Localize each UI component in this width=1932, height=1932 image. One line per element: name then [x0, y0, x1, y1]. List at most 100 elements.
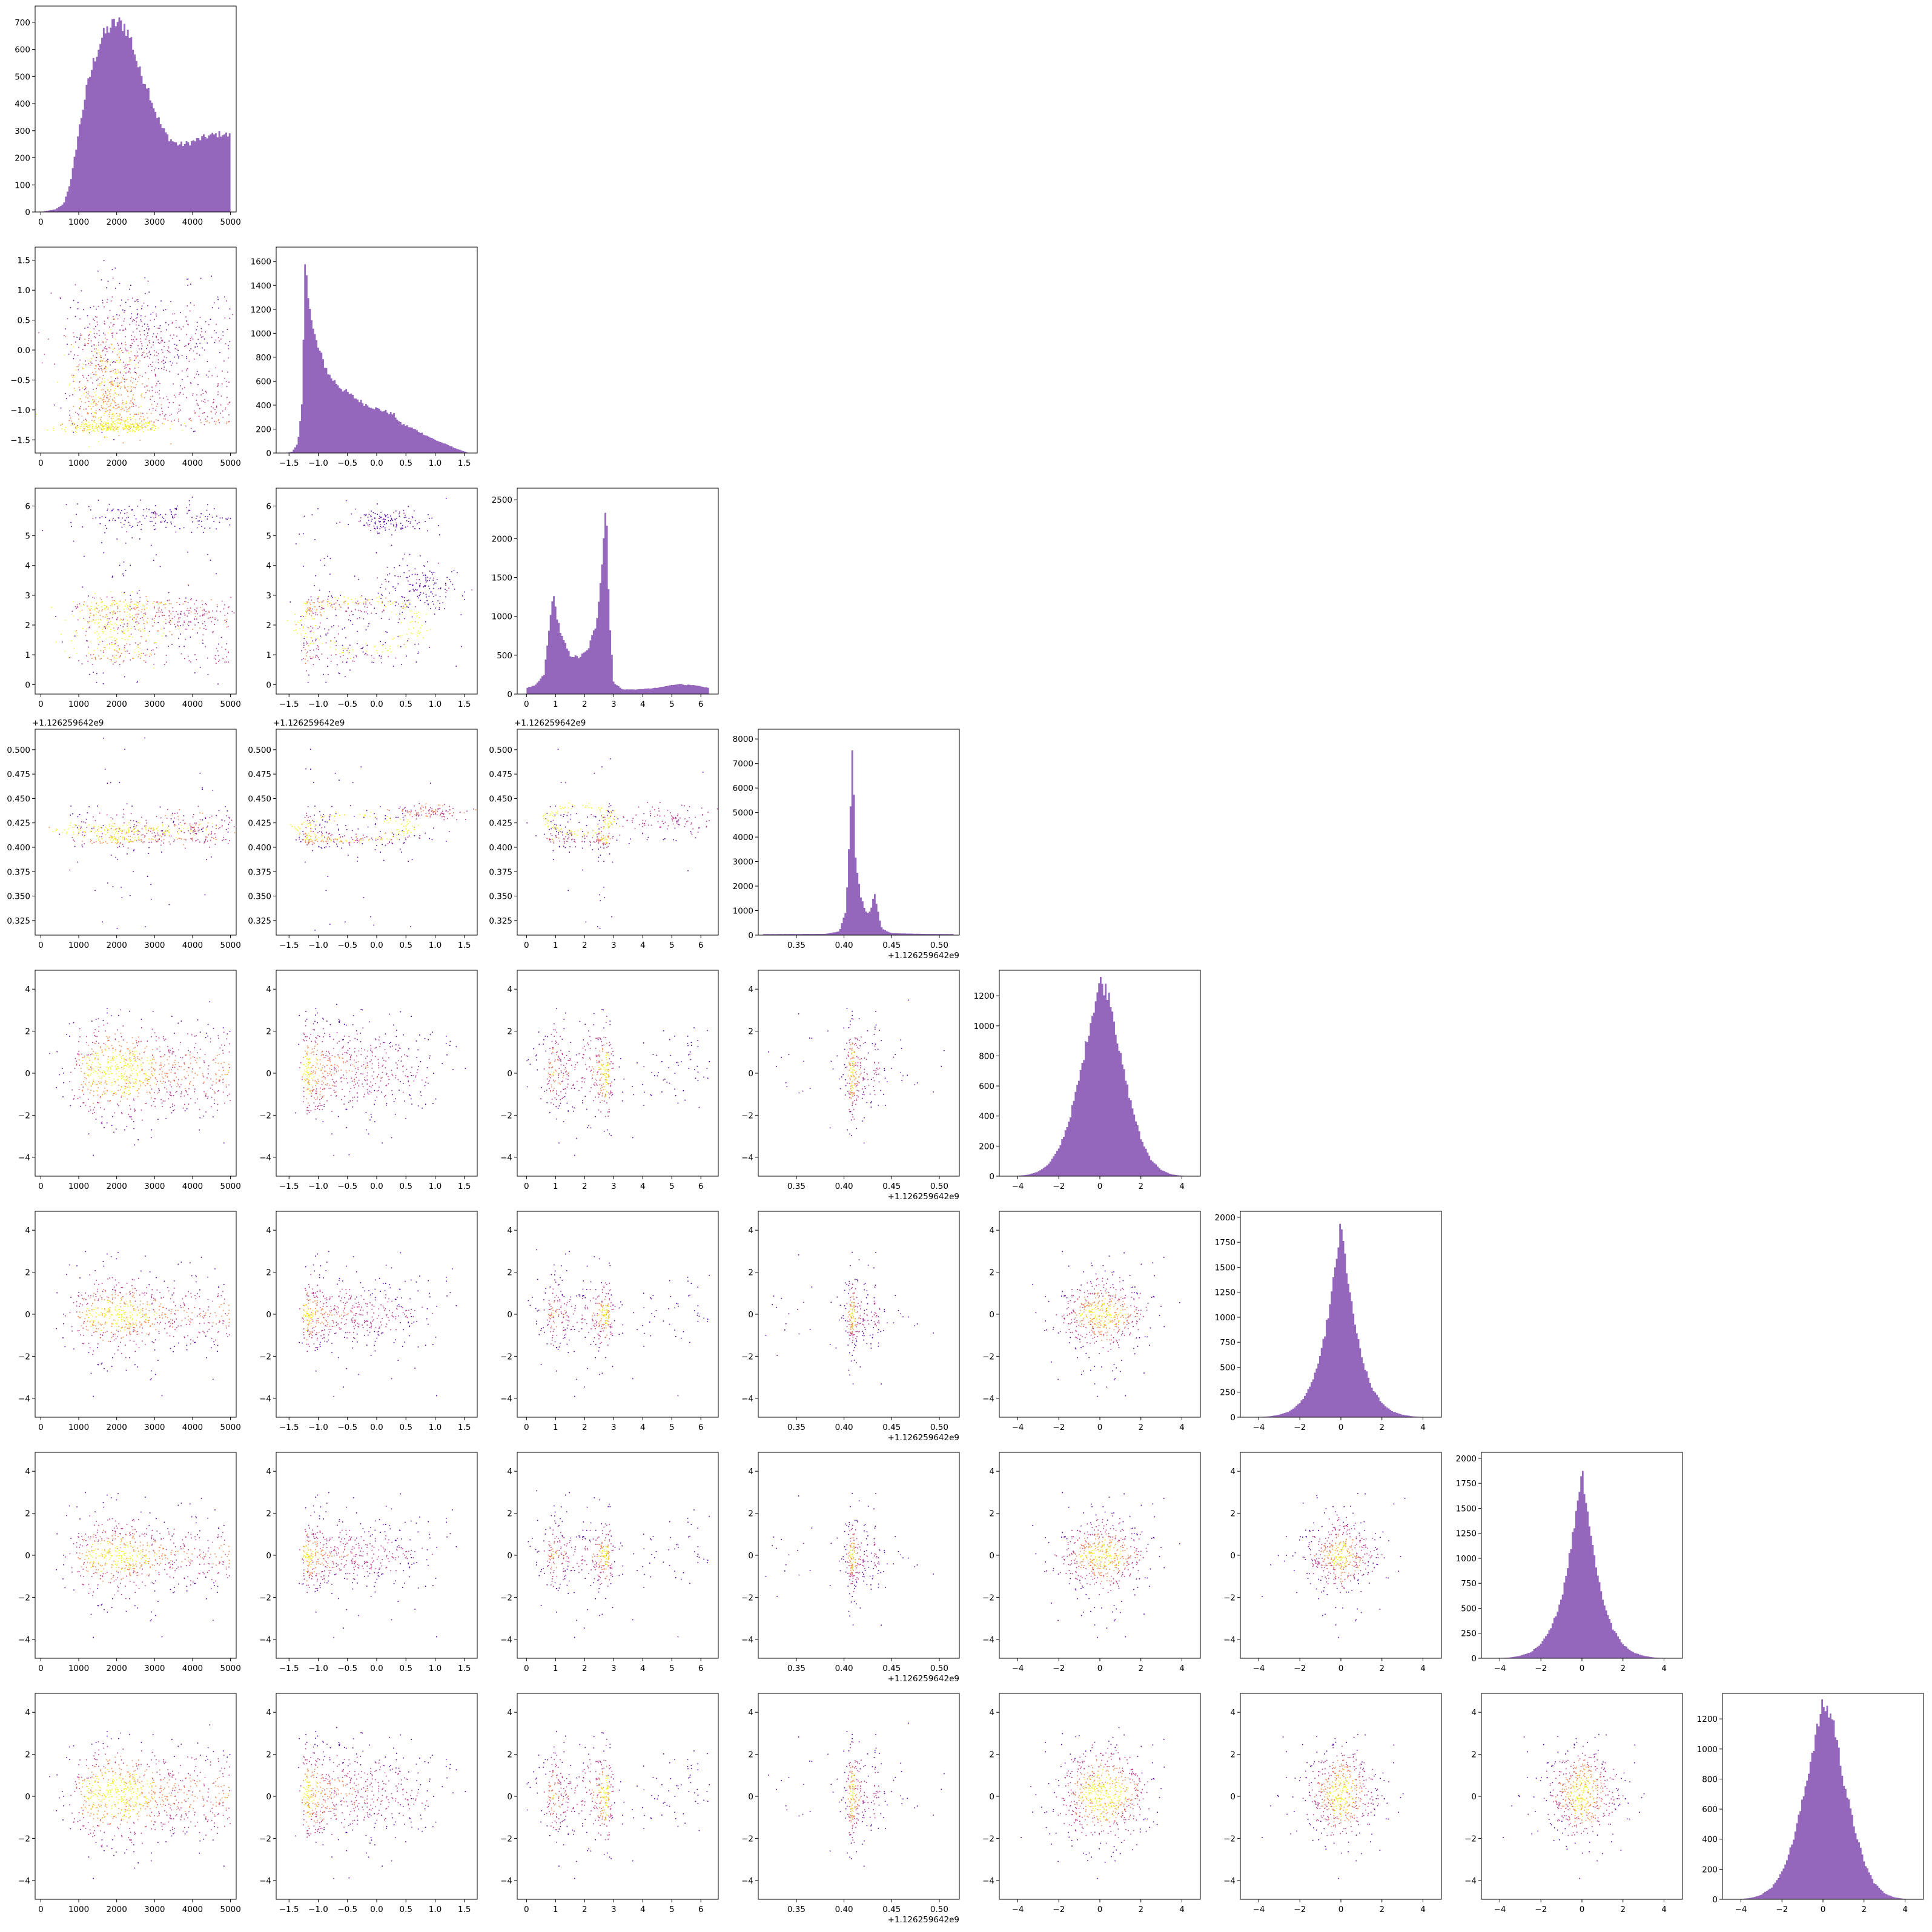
scatter-1-7-points	[295, 1727, 466, 1879]
hist-1-xtick-label: −1.0	[308, 458, 328, 468]
scatter-4-5-ytick-label: 4	[989, 1226, 994, 1236]
scatter-0-3-xtick-label: 3000	[144, 941, 165, 950]
scatter-3-6-xtick-label: 0.35	[787, 1664, 806, 1673]
hist-7-panel: −4 −2 0 2 4 0 200 400 600 800 1000 1200	[1697, 1693, 1924, 1914]
scatter-3-6-ytick-label: 4	[748, 1467, 753, 1477]
hist-3-ytick-label: 1000	[733, 907, 753, 916]
scatter-4-6-ytick-label: 2	[989, 1509, 994, 1519]
scatter-1-6-points-mid	[299, 1515, 433, 1593]
scatter-1-7-xtick-label: −0.5	[337, 1905, 357, 1914]
scatter-1-6-xtick-label: 0.5	[400, 1664, 412, 1673]
scatter-1-6-xtick-label: 0.0	[370, 1664, 383, 1673]
scatter-3-4-xtick-label: 0.50	[930, 1182, 948, 1191]
hist-5-xtick-label: −2	[1294, 1423, 1306, 1432]
scatter-0-7-ytick-label: −4	[18, 1876, 30, 1886]
hist-3-ytick-label: 7000	[733, 759, 753, 769]
scatter-1-3-ytick-label: 0.400	[248, 843, 271, 853]
hist-5-xtick-label: 2	[1379, 1423, 1384, 1432]
scatter-5-7-points-mid	[1302, 1745, 1383, 1836]
scatter-2-7-frame	[517, 1693, 719, 1900]
scatter-4-5-points-low	[1032, 1251, 1180, 1397]
scatter-2-3-frame	[517, 729, 719, 936]
scatter-0-2-ytick-label: 0	[25, 680, 30, 690]
hist-1-ytick-label: 1400	[251, 281, 271, 291]
scatter-0-5-xtick-label: 5000	[220, 1423, 240, 1432]
scatter-1-5-ytick-label: 2	[266, 1268, 271, 1278]
scatter-0-5-frame	[35, 1211, 237, 1418]
hist-4-ytick-label: 400	[979, 1112, 994, 1122]
scatter-5-7-ytick-label: −4	[1223, 1876, 1236, 1886]
scatter-1-6-xtick-label: 1.0	[429, 1664, 442, 1673]
hist-2-xtick-label: 6	[698, 700, 704, 709]
hist-6-xtick-label: −4	[1494, 1664, 1506, 1673]
scatter-1-2-ytick-label: 4	[266, 561, 271, 571]
scatter-2-3-ytick-label: 0.325	[489, 916, 512, 926]
scatter-2-5-ytick-label: −4	[500, 1394, 512, 1404]
scatter-5-6-ytick-label: 4	[1230, 1467, 1236, 1477]
hist-3-xtick-label: 0.50	[930, 941, 948, 950]
scatter-2-4-xtick-label: 0	[524, 1182, 529, 1191]
hist-6-ytick-label: 750	[1461, 1579, 1477, 1589]
scatter-0-6-xtick-label: 1000	[68, 1664, 89, 1673]
scatter-5-7-points	[1262, 1734, 1404, 1879]
scatter-5-6-frame	[1240, 1452, 1442, 1659]
scatter-0-2-xtick-label: 3000	[144, 700, 165, 709]
hist-2-panel: 0 1 2 3 4 5 6 0 500 1000 1500 2000 2500	[492, 488, 719, 709]
scatter-5-7-xtick-label: 2	[1379, 1905, 1384, 1914]
scatter-1-4-ytick-label: −2	[259, 1111, 271, 1120]
scatter-1-6-points-low	[299, 1492, 457, 1638]
scatter-2-7-xtick-label: 6	[698, 1905, 704, 1914]
scatter-2-3-xtick-label: 6	[698, 941, 704, 950]
scatter-4-7-frame	[999, 1693, 1201, 1900]
scatter-2-3-xtick-label: 5	[669, 941, 675, 950]
scatter-0-5-xtick-label: 3000	[144, 1423, 165, 1432]
hist-5-xtick-label: 4	[1420, 1423, 1426, 1432]
scatter-2-6-ytick-label: −2	[500, 1593, 512, 1603]
scatter-3-5-x-offset-label: +1.126259642e9	[888, 1433, 959, 1443]
scatter-0-3-xtick-label: 5000	[220, 941, 240, 950]
scatter-6-7-points-high	[1555, 1759, 1604, 1827]
scatter-3-4-xtick-label: 0.45	[882, 1182, 901, 1191]
scatter-0-7-points	[49, 1724, 231, 1879]
hist-6-panel: −4 −2 0 2 4 0 250 500 750 1000 1250 1500 1750 2000	[1456, 1452, 1683, 1673]
scatter-4-7-xtick-label: −4	[1012, 1905, 1024, 1914]
scatter-5-6-ytick-label: −2	[1223, 1593, 1236, 1603]
scatter-1-7-points-high	[302, 1767, 383, 1827]
scatter-5-6-panel: −4 −2 0 2 4 −4 −2 0 2 4	[1223, 1452, 1442, 1673]
scatter-4-6-xtick-label: −4	[1012, 1664, 1024, 1673]
hist-4-ytick-label: 1200	[974, 991, 994, 1001]
scatter-3-5-ytick-label: 4	[748, 1226, 753, 1236]
scatter-0-6-ytick-label: 0	[25, 1551, 30, 1561]
hist-7-ytick-label: 600	[1702, 1805, 1718, 1815]
scatter-0-5-ytick-label: 2	[25, 1268, 30, 1278]
scatter-5-6-ytick-label: 2	[1230, 1509, 1236, 1519]
scatter-2-4-xtick-label: 5	[669, 1182, 675, 1191]
scatter-3-6-ytick-label: −2	[741, 1593, 753, 1603]
hist-1-ytick-label: 0	[266, 449, 271, 458]
scatter-4-5-panel: −4 −2 0 2 4 −4 −2 0 2 4	[982, 1211, 1201, 1432]
scatter-1-3-xtick-label: −1.5	[279, 941, 299, 950]
scatter-0-3-xtick-label: 4000	[182, 941, 203, 950]
hist-2-ytick-label: 500	[497, 651, 512, 661]
scatter-0-5-ytick-label: 4	[25, 1226, 30, 1236]
scatter-4-5-xtick-label: −4	[1012, 1423, 1024, 1432]
scatter-0-5-panel: 0 1000 2000 3000 4000 5000 −4 −2 0 2 4	[18, 1211, 241, 1432]
scatter-4-7-ytick-label: 0	[989, 1792, 994, 1802]
hist-1-ytick-label: 200	[256, 425, 271, 434]
scatter-1-2-ytick-label: 3	[266, 591, 271, 601]
scatter-1-3-y-offset-label: +1.126259642e9	[273, 718, 345, 728]
hist-2-ytick-label: 1000	[492, 612, 512, 622]
scatter-0-2-ytick-label: 5	[25, 532, 30, 541]
scatter-0-4-points-mid	[69, 1018, 231, 1123]
scatter-1-2-ytick-label: 2	[266, 621, 271, 630]
hist-3-ytick-label: 4000	[733, 833, 753, 842]
hist-7-bars	[1730, 1699, 1916, 1899]
hist-3-xtick-label: 0.45	[882, 941, 901, 950]
scatter-0-4-xtick-label: 0	[38, 1182, 44, 1191]
scatter-4-7-ytick-label: 4	[989, 1708, 994, 1718]
scatter-2-5-ytick-label: 2	[507, 1268, 512, 1278]
scatter-4-5-points-high	[1069, 1292, 1138, 1341]
scatter-1-3-panel: −1.5 −1.0 −0.5 0.0 0.5 1.0 1.5 0.325 0.350 0.375 0…	[248, 718, 478, 950]
scatter-2-6-points-low	[528, 1490, 710, 1638]
scatter-1-4-points-mid	[299, 1021, 428, 1115]
